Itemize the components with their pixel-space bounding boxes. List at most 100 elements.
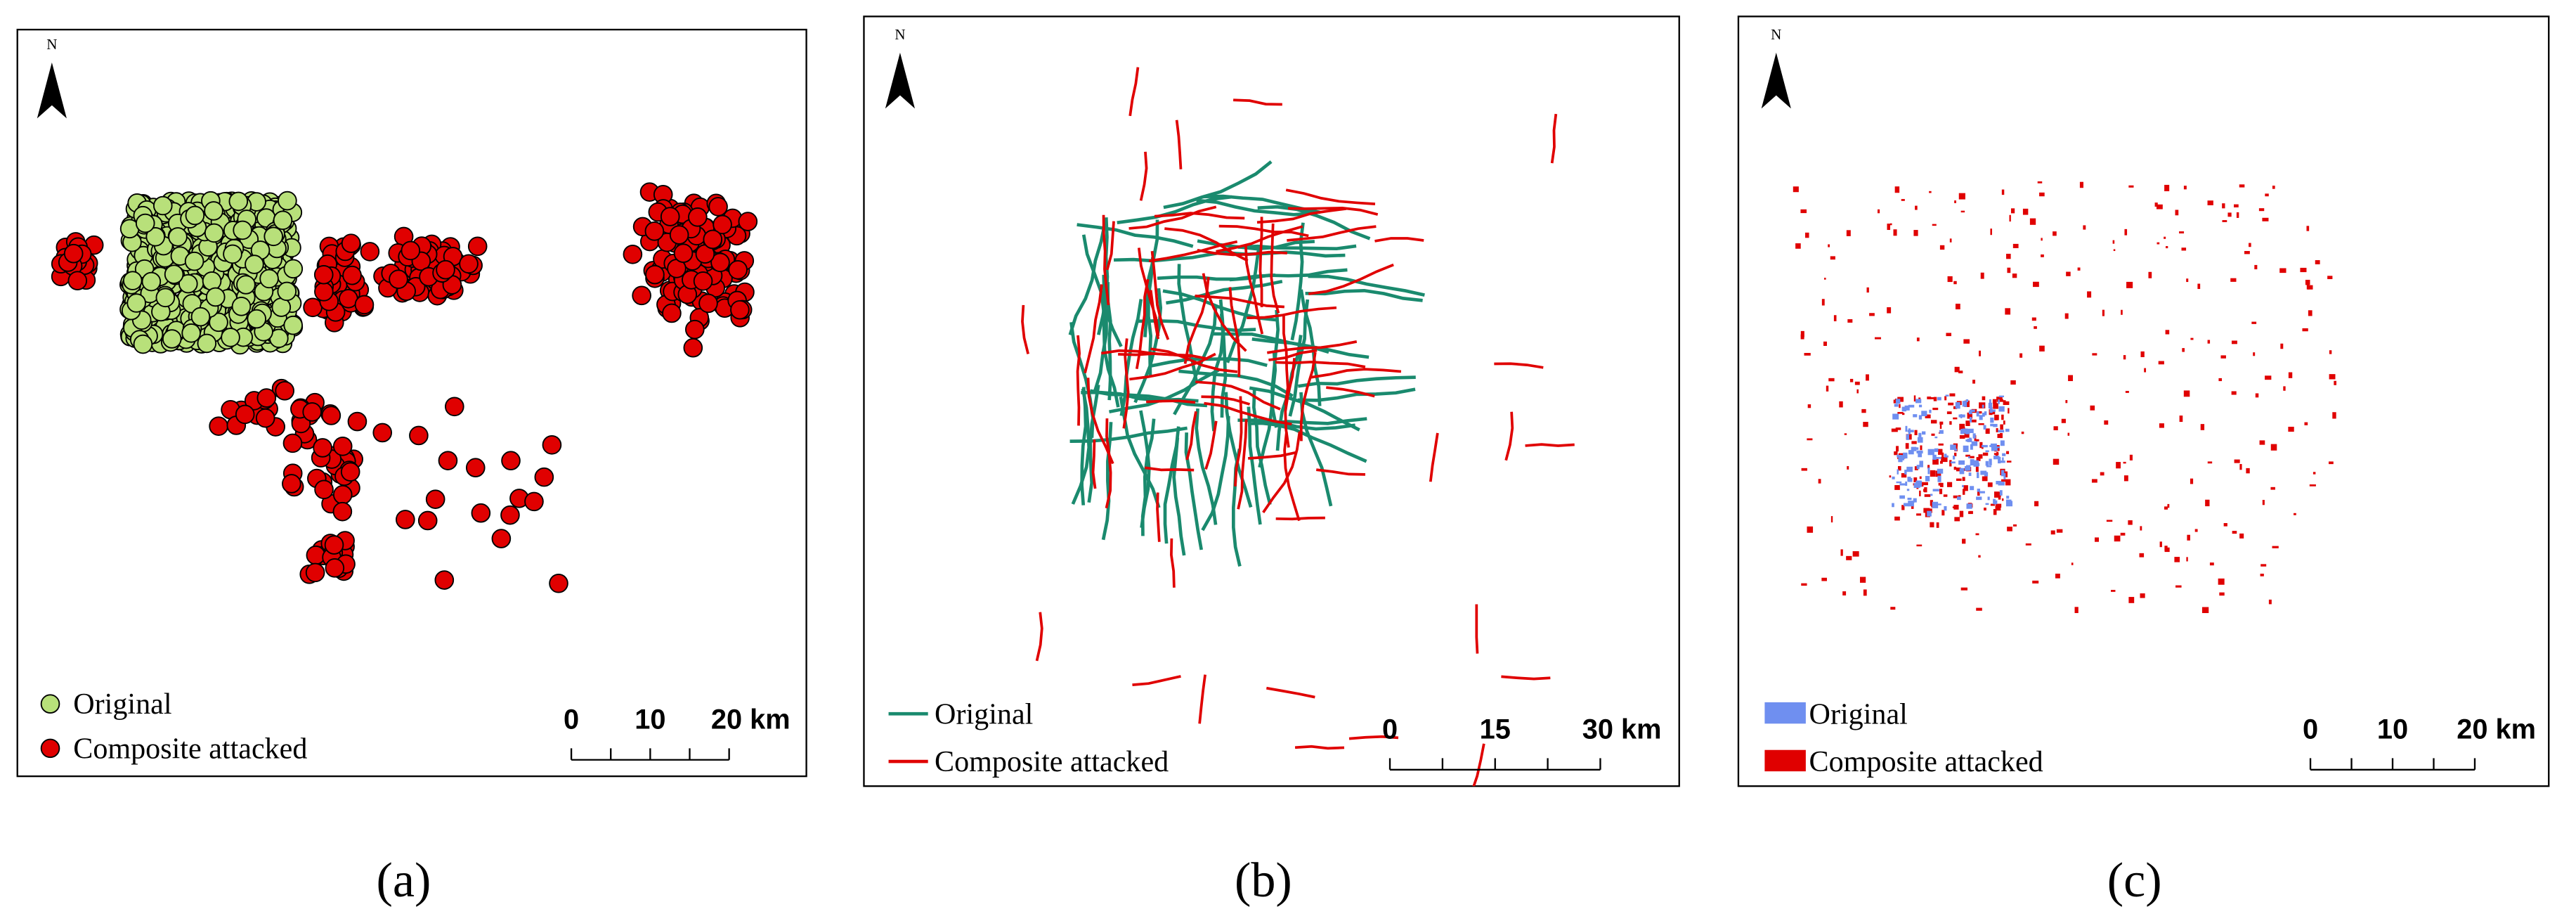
blue-patch [2000, 460, 2005, 463]
blue-patch [1983, 425, 1986, 430]
blue-patch [1993, 500, 1998, 505]
red-patch [1978, 423, 1984, 425]
red-patch [1866, 374, 1869, 381]
blue-patch [1991, 409, 1996, 412]
road [1129, 352, 1216, 381]
road [1150, 347, 1238, 373]
red-patch [1953, 466, 1957, 470]
blue-patch [1987, 496, 1990, 501]
red-point [434, 570, 455, 590]
red-patch [1927, 397, 1932, 399]
red-patch [2164, 506, 2168, 510]
red-patch [2123, 461, 2126, 464]
red-patch [2091, 479, 2097, 483]
blue-patch [1977, 472, 1979, 479]
red-patch [2179, 231, 2185, 234]
blue-patch [1966, 503, 1972, 509]
red-patch [1846, 230, 1851, 236]
blue-patch [1901, 406, 1907, 412]
red-patch [2186, 278, 2189, 283]
red-patch [2012, 524, 2017, 527]
green-point [233, 220, 252, 240]
red-patch [2207, 340, 2211, 344]
blue-patch [1970, 409, 1975, 412]
blue-patch [1985, 503, 1989, 505]
red-patch [1954, 366, 1960, 373]
red-patch [1943, 494, 1948, 497]
red-patch [2022, 208, 2029, 215]
red-patch [1964, 432, 1970, 438]
road [1255, 420, 1367, 463]
blue-patch [1934, 448, 1939, 452]
legend-symbol [1764, 749, 1806, 772]
blue-patch [1907, 430, 1914, 432]
red-patch [1978, 555, 1981, 558]
red-patch [2113, 249, 2116, 252]
road [1122, 338, 1130, 429]
red-patch [2186, 557, 2188, 562]
red-patch [2009, 214, 2011, 222]
road [1128, 205, 1217, 230]
blue-patch [1979, 415, 1983, 420]
red-patch [1994, 414, 1999, 420]
blue-patch [1988, 402, 1993, 408]
road [1216, 225, 1303, 253]
road [1525, 443, 1575, 447]
road [1305, 289, 1423, 302]
panel-frame [16, 28, 807, 778]
red-patch [1953, 495, 1958, 498]
panel-frame [1737, 15, 2550, 787]
road [1248, 451, 1298, 460]
red-patch [2159, 423, 2164, 428]
road [1237, 244, 1357, 251]
red-patch [2239, 184, 2245, 188]
red-point [534, 467, 554, 487]
red-patch [1955, 303, 1960, 309]
road [1202, 273, 1247, 352]
blue-patch [1905, 481, 1908, 487]
red-patch [1920, 445, 1923, 451]
red-point [703, 229, 723, 250]
red-patch [2001, 189, 2005, 195]
red-patch [1938, 482, 1941, 486]
red-point [549, 573, 568, 593]
red-patch [2124, 228, 2128, 236]
blue-patch [1964, 466, 1969, 471]
red-patch [2037, 181, 2043, 183]
red-patch [1833, 315, 1837, 321]
red-patch [1985, 428, 1990, 434]
red-point [501, 451, 521, 471]
road [1494, 362, 1544, 369]
blue-patch [1950, 444, 1956, 450]
blue-patch [2002, 457, 2004, 460]
red-patch [1977, 489, 1980, 496]
red-patch [1941, 510, 1945, 516]
north-label: N [46, 36, 57, 53]
red-point [660, 207, 680, 226]
green-point [277, 281, 297, 302]
blue-patch [1894, 404, 1899, 407]
road [1267, 340, 1358, 354]
blue-patch [1927, 468, 1930, 475]
red-patch [1946, 482, 1953, 487]
road [1150, 357, 1268, 368]
red-patch [2218, 378, 2223, 382]
red-patch [1949, 460, 1952, 467]
blue-patch [1921, 411, 1927, 416]
road [1133, 288, 1163, 404]
red-patch [2019, 353, 2023, 358]
road [1287, 207, 1379, 216]
red-patch [1889, 223, 1892, 226]
red-patch [2205, 499, 2210, 507]
red-patch [2300, 267, 2307, 273]
road [1185, 411, 1197, 460]
blue-patch [1989, 458, 1992, 465]
red-patch [1939, 460, 1943, 464]
red-patch [2140, 351, 2145, 358]
red-patch [1801, 583, 1807, 586]
road [1374, 237, 1424, 243]
road [1105, 418, 1112, 509]
red-patch [1913, 230, 1918, 236]
blue-patch [1922, 431, 1926, 435]
blue-patch [1935, 457, 1941, 459]
